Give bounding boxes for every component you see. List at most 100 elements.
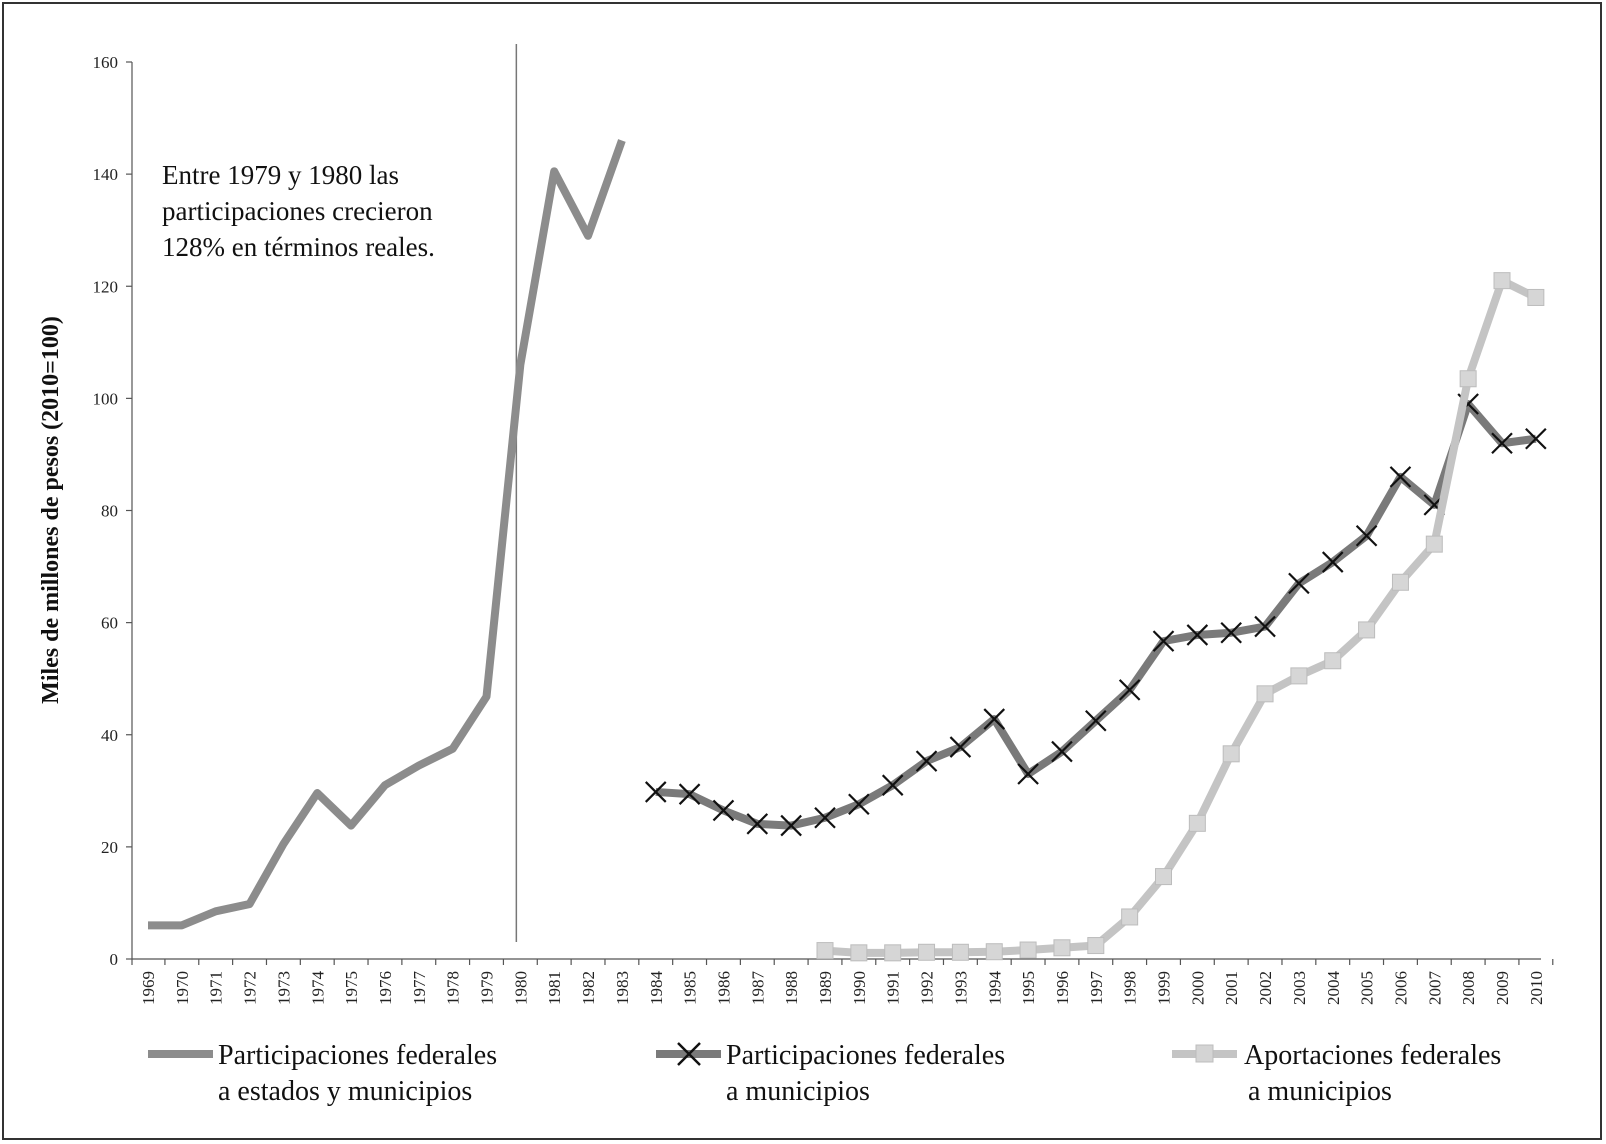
marker-stroke	[814, 806, 836, 829]
point-square-marker	[1053, 939, 1071, 957]
point-square-marker	[1290, 667, 1308, 685]
legend-label-line-2: a municipios	[1248, 1076, 1392, 1107]
series-line	[148, 139, 626, 930]
marker-stroke	[678, 783, 701, 805]
x-tick-label: 2002	[1256, 971, 1275, 1005]
y-tick-label: 80	[101, 502, 118, 521]
point-x-marker	[1491, 432, 1513, 455]
legend-label-line-2: a estados y municipios	[218, 1076, 472, 1107]
series-line	[655, 399, 1537, 830]
point-square-marker	[951, 943, 969, 961]
point-x-marker	[848, 793, 870, 816]
annotation-line-1: Entre 1979 y 1980 las	[162, 160, 399, 190]
point-x-marker	[915, 750, 938, 772]
x-tick-label: 1987	[748, 971, 767, 1006]
y-tick-label: 20	[101, 838, 118, 857]
point-x-marker	[1525, 427, 1547, 450]
point-square-marker	[918, 943, 936, 961]
x-tick-label: 1998	[1121, 971, 1140, 1005]
marker-stroke	[1525, 427, 1547, 450]
point-x-marker	[1254, 615, 1276, 638]
x-tick-label: 1985	[681, 971, 700, 1005]
point-square-marker	[1256, 685, 1274, 703]
x-tick-label: 1986	[714, 971, 733, 1005]
x-tick-label: 1983	[613, 971, 632, 1005]
x-tick-label: 1979	[478, 971, 497, 1005]
point-x-marker	[949, 736, 972, 758]
point-x-marker	[1085, 709, 1107, 732]
annotation-line-2: participaciones crecieron	[162, 196, 433, 226]
x-tick-label: 1993	[951, 971, 970, 1005]
series-line	[824, 276, 1538, 957]
point-x-marker	[1051, 740, 1073, 763]
point-x-marker	[644, 781, 667, 803]
point-square-marker	[850, 944, 868, 962]
point-x-marker	[983, 708, 1006, 730]
point-square-marker	[1391, 573, 1409, 591]
y-tick-label: 0	[110, 950, 119, 969]
marker-stroke	[915, 750, 938, 772]
annotation: Entre 1979 y 1980 las participaciones cr…	[162, 160, 435, 262]
x-tick-label: 1995	[1019, 971, 1038, 1005]
point-square-marker	[1019, 941, 1037, 959]
annotation-line-3: 128% en términos reales.	[162, 232, 435, 262]
point-x-marker	[678, 783, 701, 805]
marker-stroke	[848, 793, 870, 816]
point-x-marker	[780, 814, 802, 837]
x-tick-label: 1980	[511, 971, 530, 1005]
x-tick-label: 1977	[410, 971, 429, 1006]
marker-stroke	[1254, 615, 1276, 638]
x-tick-label: 1971	[207, 971, 226, 1005]
point-square-marker	[884, 944, 902, 962]
marker-stroke	[780, 814, 802, 837]
legend-item-participaciones-estados: Participaciones federales a estados y mu…	[148, 1040, 497, 1107]
series-2	[644, 393, 1547, 837]
x-tick-label: 1982	[579, 971, 598, 1005]
point-x-marker	[881, 774, 904, 796]
marker-stroke	[1389, 466, 1412, 488]
point-square-marker	[1121, 908, 1139, 926]
legend-item-aportaciones-municipios: Aportaciones federales a municipios	[1172, 1040, 1501, 1107]
point-square-marker	[816, 942, 834, 960]
x-tick-label: 2004	[1324, 971, 1343, 1006]
legend-label-line-1: Participaciones federales	[218, 1040, 497, 1071]
x-tick-label: 1978	[444, 971, 463, 1005]
x-tick-label: 1988	[782, 971, 801, 1005]
x-tick-label: 1997	[1087, 971, 1106, 1006]
point-square-marker	[1425, 535, 1443, 553]
legend-x-marker	[677, 1042, 701, 1066]
x-tick-label: 1996	[1053, 971, 1072, 1005]
marker-stroke	[1288, 572, 1310, 595]
x-tick-label: 2000	[1188, 971, 1207, 1005]
x-tick-label: 1994	[985, 971, 1004, 1006]
point-square-marker	[1459, 370, 1477, 388]
y-tick-label: 120	[93, 277, 119, 296]
x-tick-label: 2009	[1493, 971, 1512, 1005]
y-tick-label: 60	[101, 614, 118, 633]
marker-stroke	[949, 736, 972, 758]
x-tick-label: 2008	[1459, 971, 1478, 1005]
point-square-marker	[1155, 868, 1172, 886]
marker-stroke	[1321, 551, 1344, 573]
x-tick-label: 1974	[308, 971, 327, 1006]
x-tick-label: 1989	[816, 971, 835, 1005]
point-x-marker	[712, 799, 735, 822]
x-tick-label: 1976	[376, 971, 395, 1005]
point-x-marker	[814, 806, 836, 829]
marker-stroke	[1017, 763, 1039, 785]
point-x-marker	[1321, 551, 1344, 573]
x-tick-label: 1992	[918, 971, 937, 1005]
marker-stroke	[712, 799, 735, 822]
point-x-marker	[746, 813, 769, 835]
y-axis-label: Miles de millones de pesos (2010=100)	[38, 316, 64, 704]
x-tick-label: 1973	[274, 971, 293, 1005]
x-tick-label: 1999	[1155, 971, 1174, 1005]
x-tick-label: 1970	[173, 971, 192, 1005]
marker-stroke	[746, 813, 769, 835]
marker-stroke	[1186, 624, 1209, 646]
point-square-marker	[1358, 621, 1376, 639]
legend-item-participaciones-municipios: Participaciones federales a municipios	[656, 1040, 1005, 1107]
x-tick-label: 1975	[342, 971, 361, 1005]
